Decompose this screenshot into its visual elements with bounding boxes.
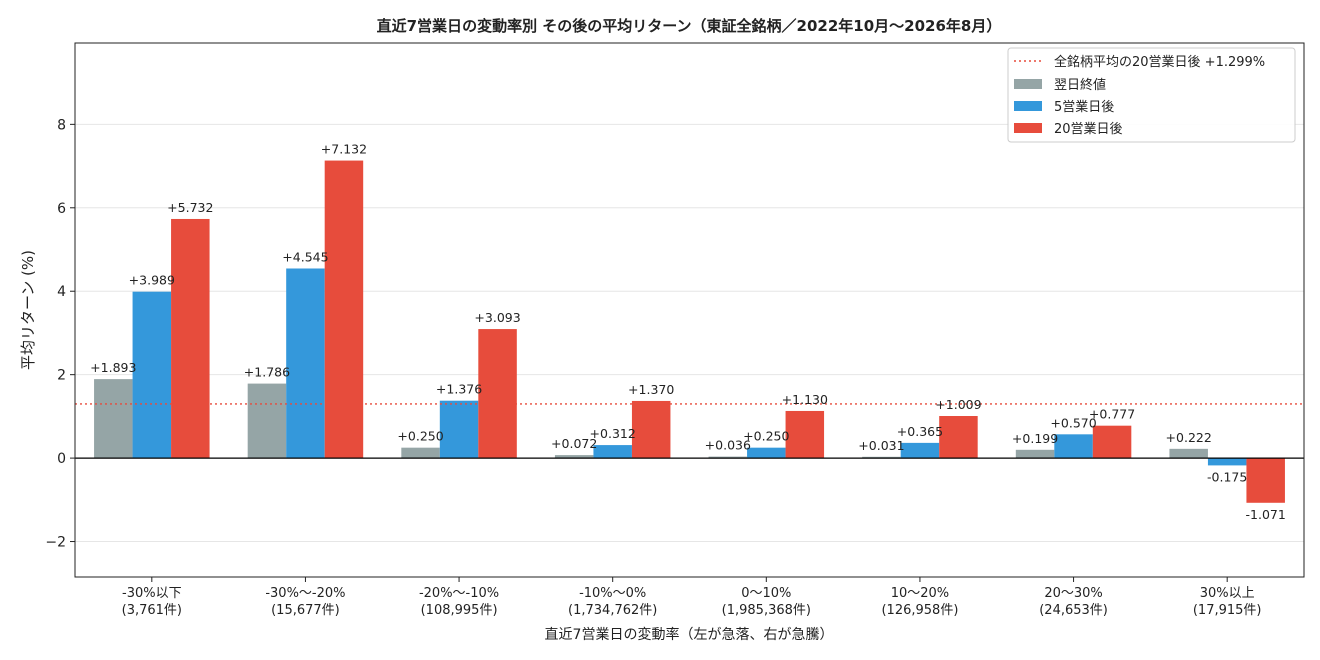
data-labels: +1.893 +3.989 +5.732 +1.786 +4.545 +7.132 +0.2…: [90, 142, 1286, 522]
x-tick-count: (1,734,762件): [568, 603, 657, 618]
data-label: +4.545: [282, 249, 328, 264]
bar: [1054, 434, 1093, 459]
x-tick-label: 0～10%: [741, 586, 791, 601]
bar: [862, 456, 901, 459]
x-tick-label: 20～30%: [1044, 586, 1102, 601]
x-tick-label: 10～20%: [891, 586, 949, 601]
x-axis: -30%以下 (3,761件) -30%～-20% (15,677件) -20%～-10…: [122, 577, 1262, 618]
data-label: +0.250: [397, 429, 443, 444]
data-label: +1.370: [628, 382, 674, 397]
x-tick-label: -30%～-20%: [265, 586, 345, 601]
bar: [785, 410, 825, 459]
legend-swatch: [1014, 101, 1042, 111]
bar: [593, 445, 632, 459]
data-label: +0.365: [897, 424, 943, 439]
bar: [1092, 425, 1132, 459]
plot-frame: [74, 42, 1305, 578]
legend: 全銘柄平均の20営業日後 +1.299% 翌日終値 5営業日後 20営業日後: [1007, 47, 1296, 143]
x-tick-label: -20%～-10%: [419, 586, 499, 601]
x-tick-count: (1,985,368件): [722, 603, 811, 618]
legend-label: 5営業日後: [1054, 99, 1114, 115]
y-tick-label: 8: [57, 117, 66, 133]
y-axis-label: 平均リターン (%): [19, 250, 37, 370]
bar: [94, 379, 133, 459]
legend-label: 20営業日後: [1054, 121, 1123, 137]
legend-swatch: [1014, 79, 1042, 89]
y-tick-label: 6: [57, 201, 66, 217]
bar: [132, 291, 172, 459]
y-tick-label: 2: [57, 368, 66, 384]
bar: [939, 416, 978, 459]
x-tick-count: (3,761件): [122, 603, 182, 618]
chart-title: 直近7営業日の変動率別 その後の平均リターン（東証全銘柄／2022年10月～20…: [377, 17, 1002, 35]
data-label: -1.071: [1246, 507, 1286, 522]
data-label: +3.093: [474, 310, 520, 325]
legend-box: [1007, 47, 1296, 143]
bar: [747, 447, 786, 459]
x-axis-label: 直近7営業日の変動率（左が急落、右が急騰）: [545, 626, 834, 643]
legend-label-reference: 全銘柄平均の20営業日後 +1.299%: [1054, 54, 1265, 70]
data-label: +0.250: [743, 429, 789, 444]
bar: [631, 400, 671, 459]
x-tick-count: (108,995件): [421, 603, 498, 618]
data-label: +1.786: [244, 365, 290, 380]
bar: [1207, 458, 1247, 466]
data-label: +0.570: [1050, 415, 1096, 430]
bar: [554, 455, 594, 459]
x-tick-count: (17,915件): [1193, 603, 1262, 618]
data-label: +7.132: [321, 142, 367, 157]
data-label: +0.072: [551, 436, 597, 451]
data-label: +3.989: [129, 273, 175, 288]
data-label: +0.199: [1012, 431, 1058, 446]
x-tick-count: (126,958件): [881, 603, 958, 618]
y-tick-label: −2: [45, 535, 66, 551]
bar: [1246, 458, 1285, 503]
bar: [286, 268, 325, 459]
legend-label: 翌日終値: [1054, 77, 1106, 93]
data-label: +0.036: [705, 438, 751, 453]
bar: [324, 160, 364, 459]
y-tick-label: 0: [57, 451, 66, 467]
bar: [1015, 449, 1055, 459]
bar: [401, 447, 440, 459]
data-label: +0.777: [1089, 407, 1135, 422]
x-tick-label: -30%以下: [122, 586, 182, 601]
x-tick-count: (24,653件): [1039, 603, 1108, 618]
x-tick-label: -10%～0%: [579, 586, 646, 601]
bar: [900, 442, 940, 459]
x-tick-label: 30%以上: [1200, 586, 1255, 601]
data-label: +1.009: [935, 397, 981, 412]
data-label: +0.031: [858, 438, 904, 453]
bar: [708, 456, 748, 459]
data-label: -0.175: [1207, 469, 1247, 484]
bar: [1169, 448, 1208, 459]
y-axis: −2 0 2 4 6 8: [45, 117, 75, 551]
data-label: +0.312: [590, 426, 636, 441]
bar: [247, 383, 287, 459]
data-label: +1.376: [436, 382, 482, 397]
bar: [478, 329, 517, 459]
data-label: +1.893: [90, 360, 136, 375]
bars: [94, 160, 1285, 503]
data-label: +1.130: [782, 392, 828, 407]
data-label: +0.222: [1166, 430, 1212, 445]
legend-swatch: [1014, 123, 1042, 133]
bar: [439, 400, 479, 459]
y-tick-label: 4: [57, 284, 66, 300]
x-tick-count: (15,677件): [271, 603, 340, 618]
data-label: +5.732: [167, 200, 213, 215]
bar: [171, 218, 210, 459]
